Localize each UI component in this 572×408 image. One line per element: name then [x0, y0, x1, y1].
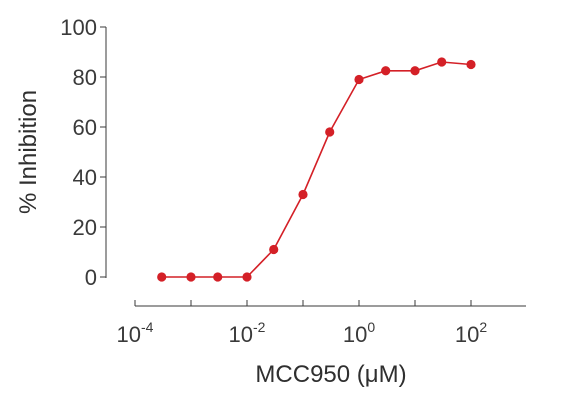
- series-line: [161, 61, 472, 278]
- data-point: [186, 272, 196, 282]
- data-point: [242, 272, 252, 282]
- data-point: [466, 59, 476, 70]
- data-point: [213, 272, 223, 282]
- data-point: [354, 74, 364, 85]
- x-tick-label: 10-2: [229, 319, 266, 347]
- data-point: [157, 272, 167, 282]
- series-layer: [157, 57, 476, 282]
- y-axis-label: % Inhibition: [15, 90, 42, 214]
- y-tick-label: 20: [73, 215, 97, 240]
- y-tick-label: 40: [73, 165, 97, 190]
- y-tick-label: 60: [73, 115, 97, 140]
- data-point: [325, 127, 335, 137]
- x-axis-label: MCC950 (μM): [255, 361, 406, 388]
- y-tick-label: 0: [85, 265, 97, 290]
- data-point: [298, 189, 308, 200]
- data-point: [381, 66, 391, 76]
- x-axis: 10-4 10-2 100 102: [117, 300, 526, 347]
- x-tick-label: 100: [343, 319, 375, 347]
- x-tick-label: 10-4: [117, 319, 154, 347]
- x-tick-label: 102: [455, 319, 487, 347]
- data-point: [437, 57, 447, 67]
- y-axis: 0 20 40 60 80 100: [60, 15, 107, 290]
- data-point: [410, 66, 420, 76]
- data-point: [269, 244, 279, 255]
- y-tick-label: 100: [60, 15, 97, 40]
- y-tick-label: 80: [73, 65, 97, 90]
